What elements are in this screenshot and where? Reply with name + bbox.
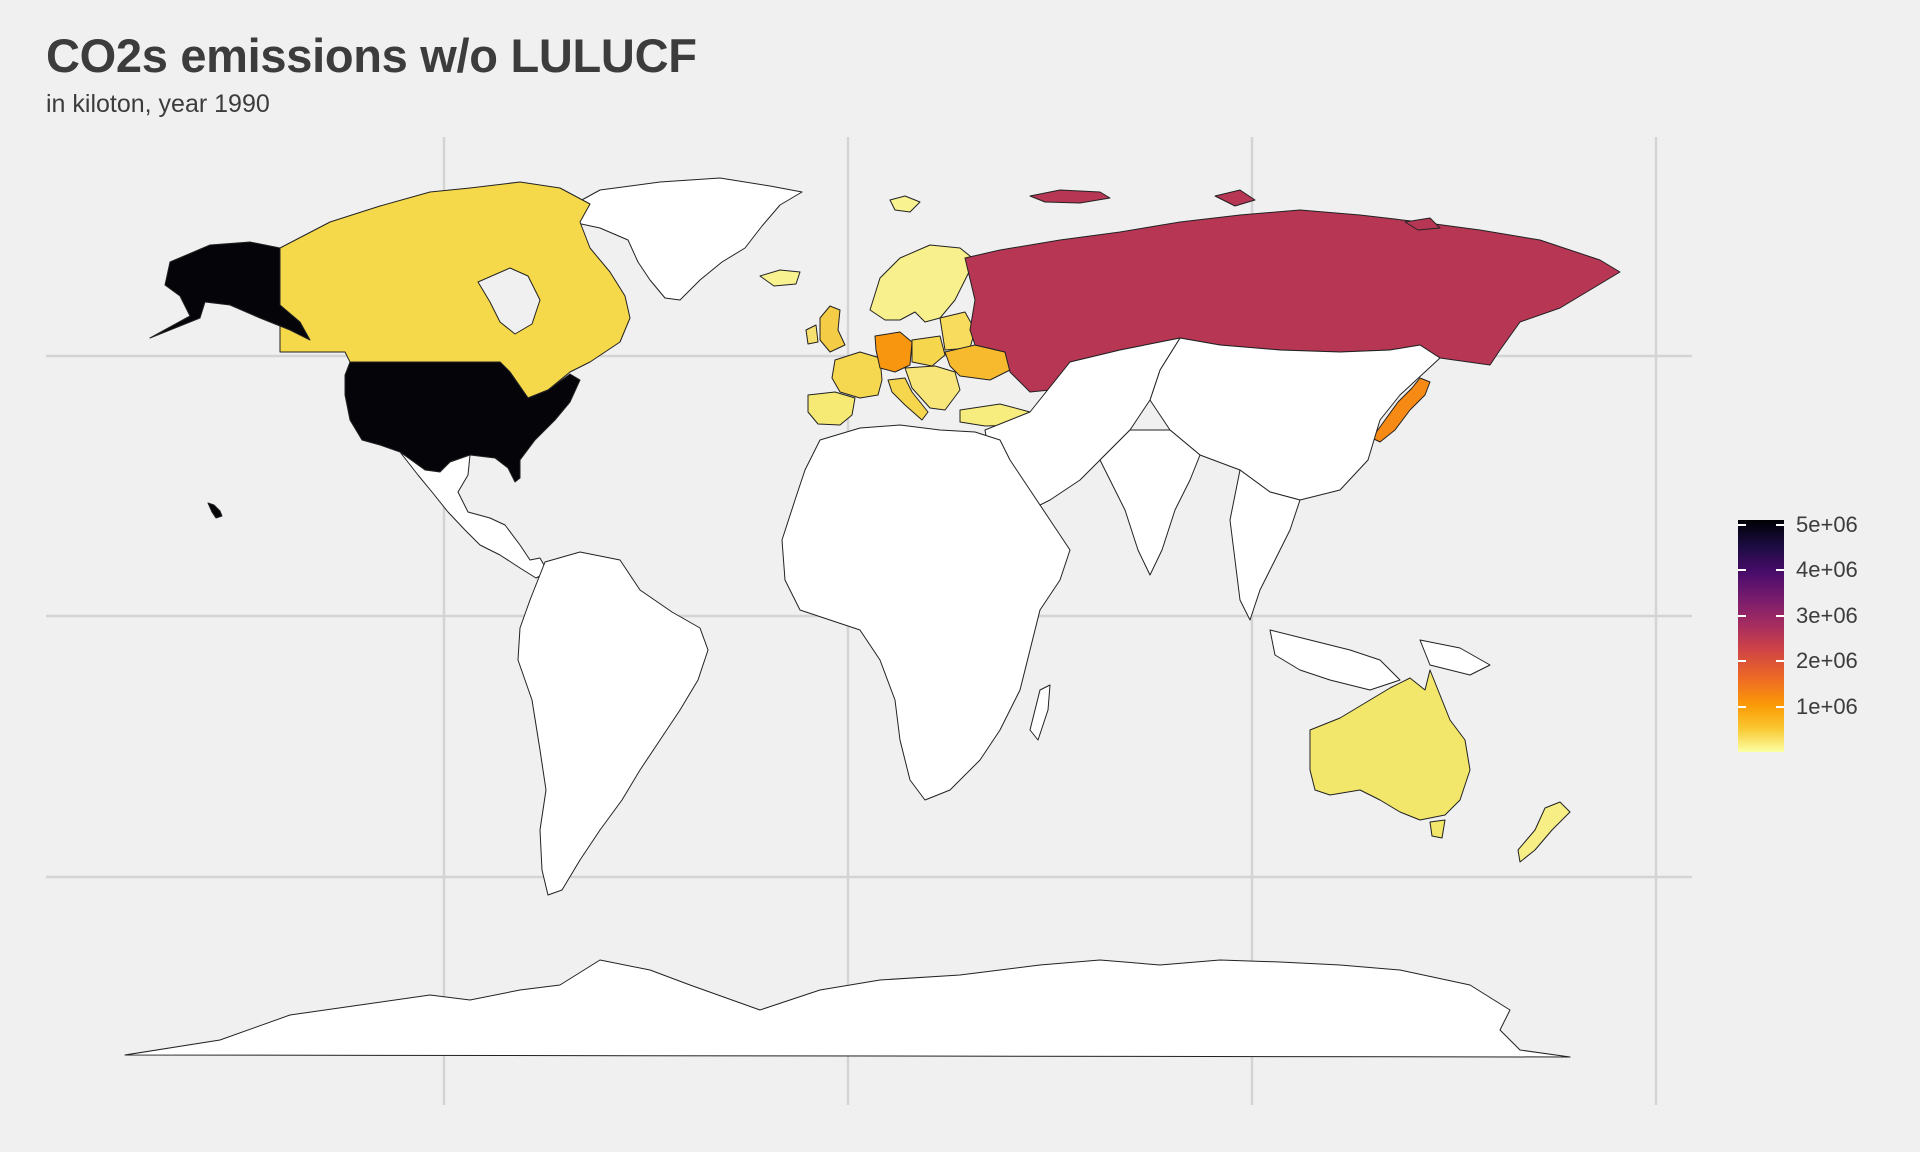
legend-tick-label: 5e+06 <box>1796 511 1858 537</box>
region-iceland <box>759 269 801 287</box>
region-new-zealand <box>1517 801 1571 863</box>
region-greenland <box>559 177 803 301</box>
region-africa <box>781 424 1071 801</box>
legend-tick-mark <box>1776 660 1784 663</box>
legend-tick-mark <box>1776 614 1784 617</box>
region-scandinavia <box>869 244 976 323</box>
region-south-america <box>517 551 709 896</box>
map-subtitle: in kiloton, year 1990 <box>46 90 270 118</box>
legend-tick-label: 2e+06 <box>1796 648 1858 674</box>
region-tasmania <box>1429 819 1446 839</box>
region-russia <box>964 209 1621 393</box>
region-belarus-baltics <box>939 311 976 351</box>
legend-tick-label: 1e+06 <box>1796 693 1858 719</box>
legend-tick-mark <box>1776 569 1784 572</box>
legend-tick-label: 3e+06 <box>1796 602 1858 628</box>
region-mexico <box>399 451 549 579</box>
legend-tick-mark <box>1776 705 1784 708</box>
region-russia-islands <box>1029 189 1441 231</box>
legend-tick-mark <box>1738 660 1746 663</box>
region-central-europe <box>904 365 961 411</box>
hudson-bay <box>477 267 541 335</box>
region-alaska <box>149 241 311 341</box>
color-legend: 1e+06 2e+06 3e+06 4e+06 5e+06 <box>1738 512 1920 760</box>
map-title: CO2s emissions w/o LULUCF <box>46 29 697 82</box>
region-italy <box>887 377 929 421</box>
legend-tick-label: 4e+06 <box>1796 557 1858 583</box>
region-germany <box>874 331 913 373</box>
region-southeast-asia <box>1229 469 1301 621</box>
region-united-states <box>344 361 581 483</box>
region-madagascar <box>1029 684 1051 741</box>
region-svalbard <box>889 195 921 213</box>
region-spain <box>807 391 856 426</box>
legend-tick-mark <box>1738 705 1746 708</box>
region-poland <box>911 335 946 367</box>
legend-colorbar <box>1738 520 1784 752</box>
region-france <box>831 351 883 399</box>
region-india <box>1099 429 1201 576</box>
legend-tick-mark <box>1776 523 1784 526</box>
legend-tick-mark <box>1738 569 1746 572</box>
region-japan <box>1371 377 1431 443</box>
region-united-kingdom <box>819 305 846 353</box>
legend-tick-mark <box>1738 523 1746 526</box>
region-ireland <box>805 324 819 345</box>
region-indonesia <box>1269 629 1491 691</box>
legend-tick-mark <box>1738 614 1746 617</box>
region-antarctica <box>124 959 1571 1058</box>
region-hawaii <box>207 502 223 519</box>
region-australia <box>1309 669 1471 821</box>
